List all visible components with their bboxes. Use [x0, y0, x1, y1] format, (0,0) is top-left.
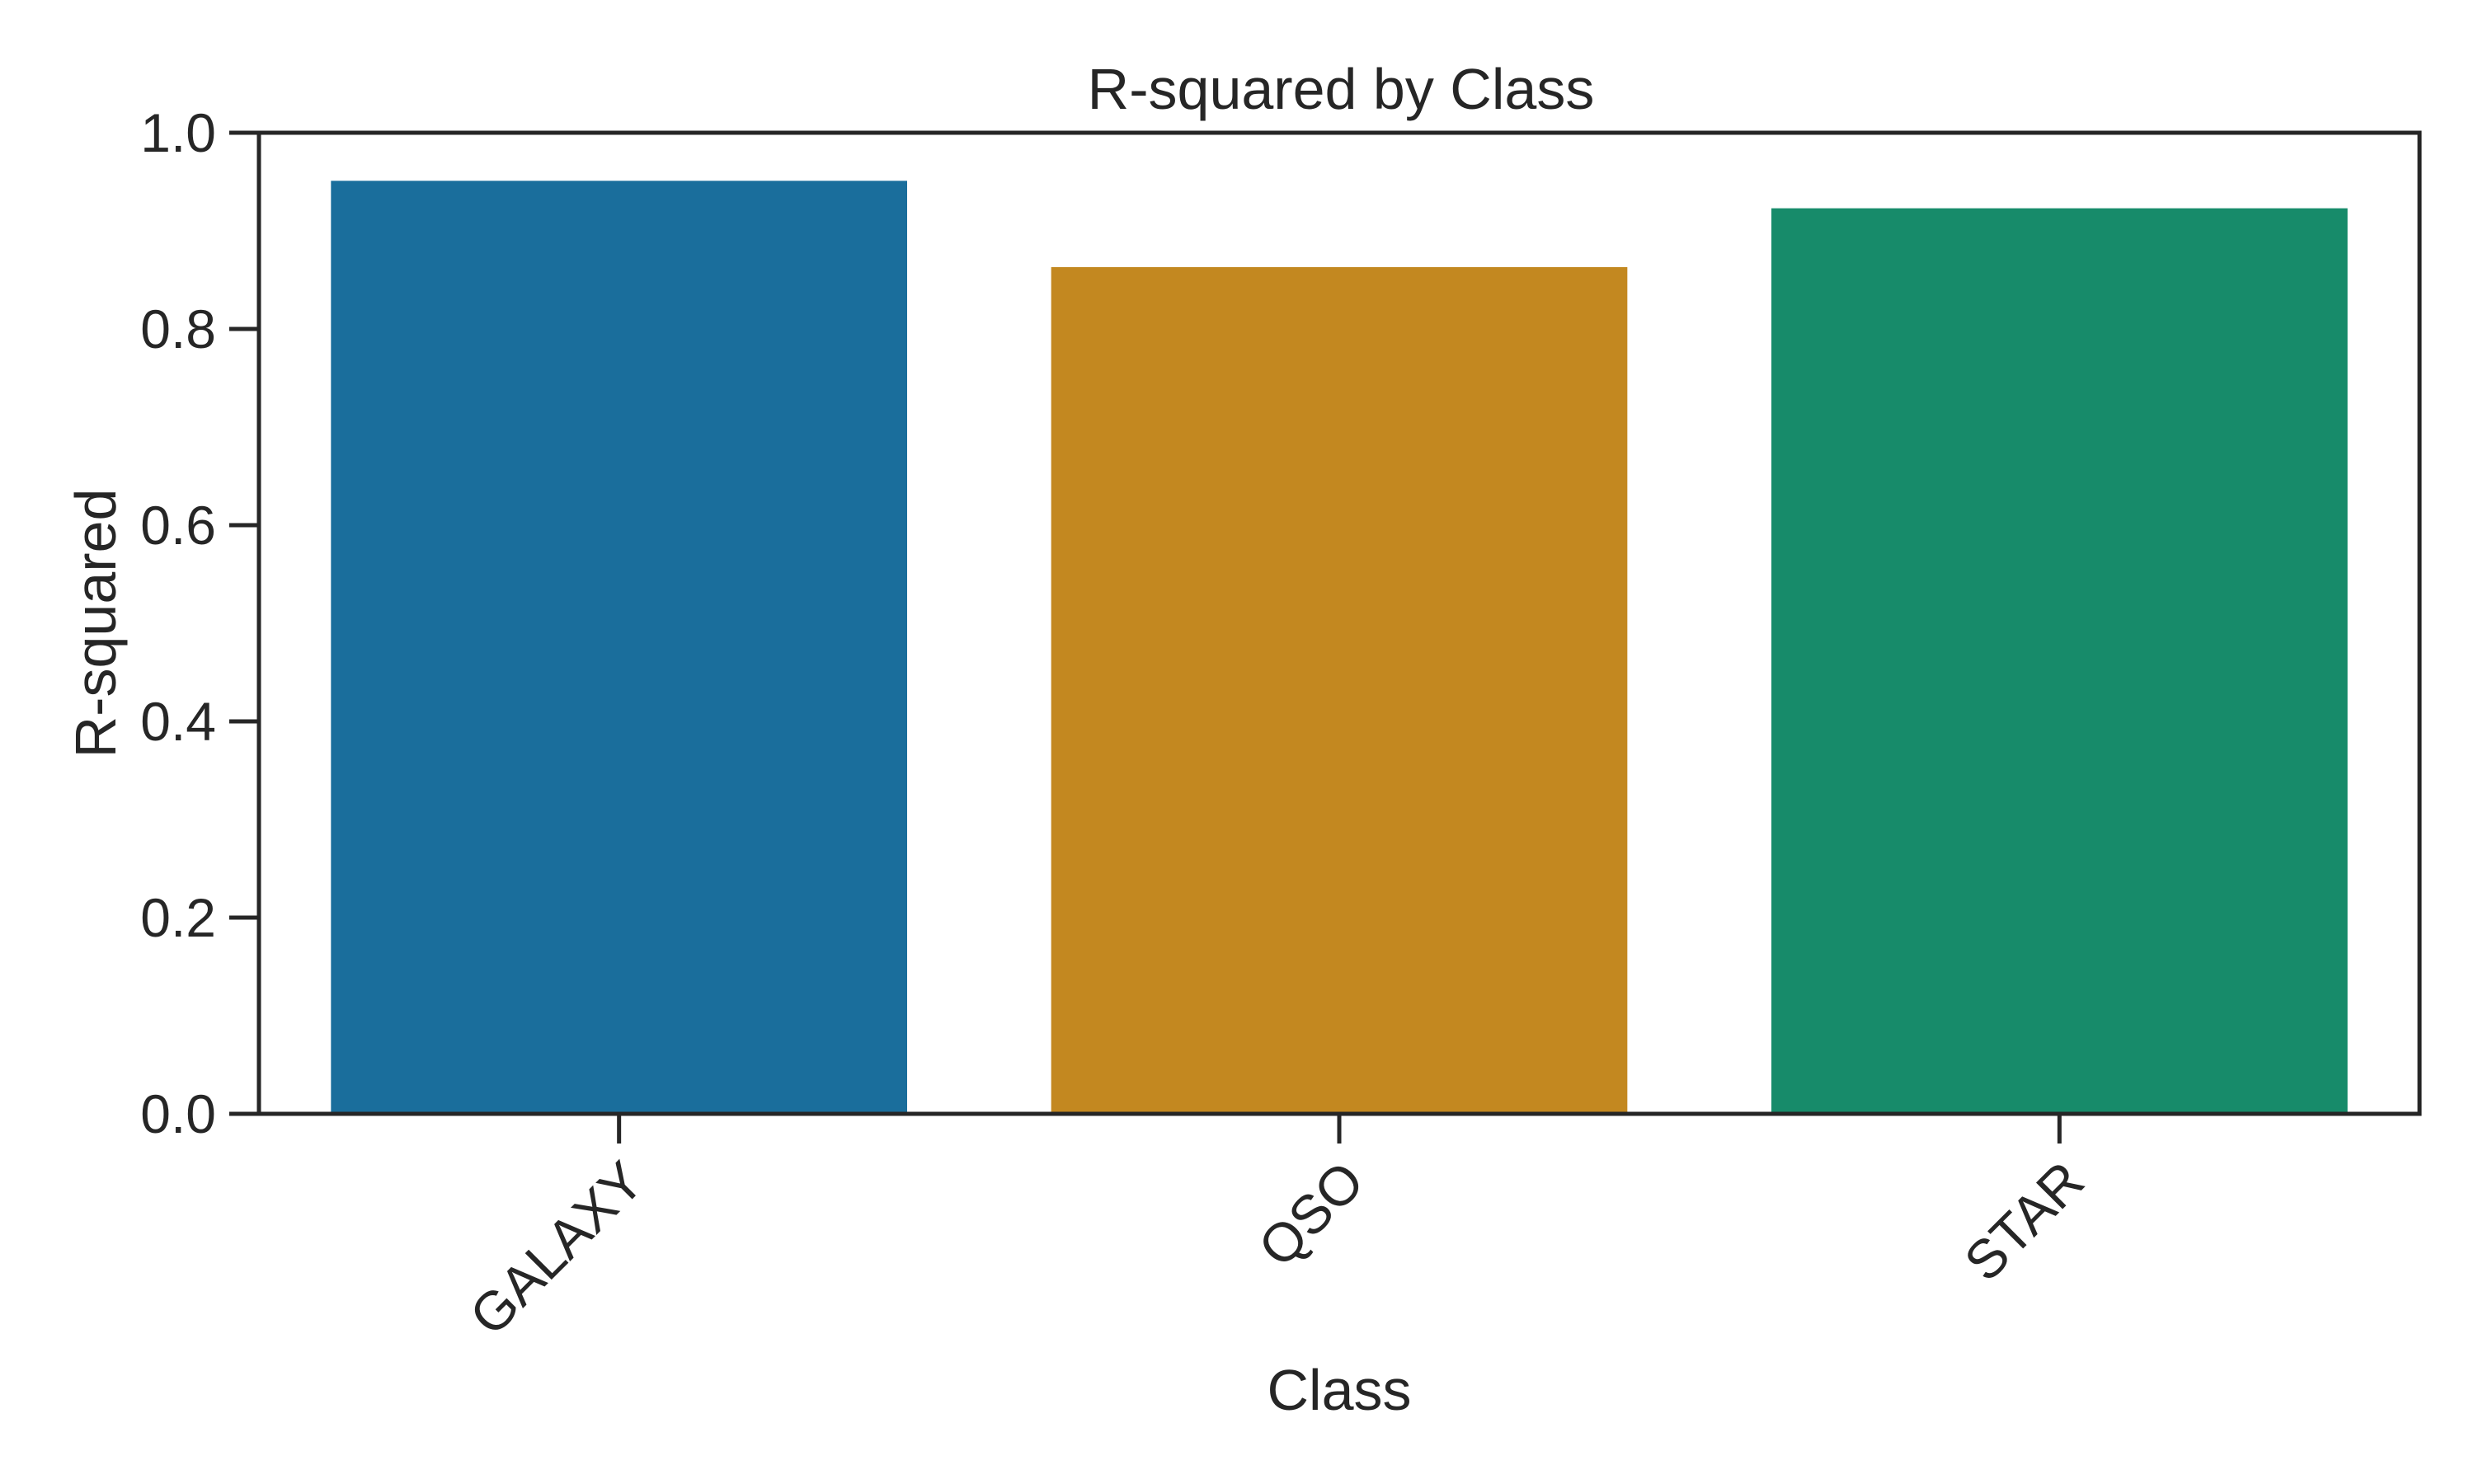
- y-tick-label: 0.6: [140, 495, 216, 556]
- y-tick-label: 0.8: [140, 298, 216, 359]
- bar-star: [1771, 208, 2348, 1114]
- y-axis-ticks: 0.0 0.2 0.4 0.6 0.8 1.0: [140, 102, 259, 1144]
- y-tick-label: 0.0: [140, 1083, 216, 1144]
- bar-galaxy: [331, 181, 907, 1114]
- bars-group: [331, 181, 2348, 1114]
- x-axis-title: Class: [1267, 1358, 1411, 1422]
- y-tick-label: 0.2: [140, 887, 216, 948]
- bar-qso: [1051, 267, 1628, 1114]
- y-tick-label: 0.4: [140, 691, 216, 752]
- chart-title: R-squared by Class: [1088, 57, 1595, 121]
- y-axis-title: R-squared: [63, 489, 128, 758]
- y-tick-label: 1.0: [140, 102, 216, 163]
